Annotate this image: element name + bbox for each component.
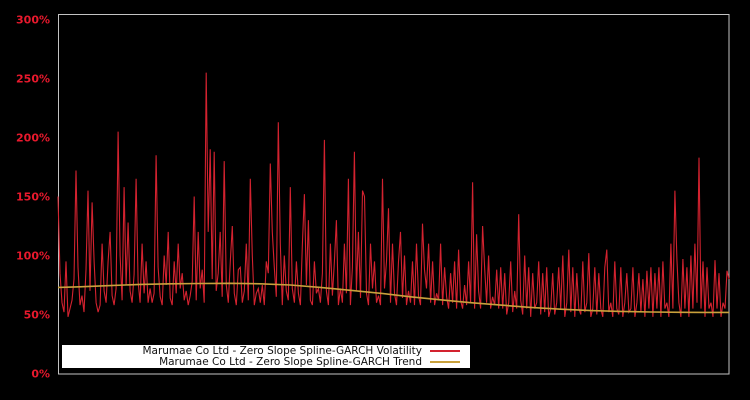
- legend-line-sample-trend: [430, 361, 460, 363]
- y-axis-tick-label: 200%: [16, 131, 50, 144]
- legend: Marumae Co Ltd - Zero Slope Spline-GARCH…: [62, 345, 470, 368]
- y-axis-tick-label: 250%: [16, 72, 50, 85]
- y-axis-tick-label: 100%: [16, 249, 50, 262]
- legend-line-sample-volatility: [430, 350, 460, 352]
- legend-item-trend: Marumae Co Ltd - Zero Slope Spline-GARCH…: [62, 355, 470, 368]
- trend-series-line: [57, 282, 729, 314]
- y-axis-tick-label: 300%: [16, 13, 50, 26]
- volatility-series-line: [57, 72, 730, 318]
- legend-label-trend: Marumae Co Ltd - Zero Slope Spline-GARCH…: [159, 355, 422, 368]
- legend-item-volatility: Marumae Co Ltd - Zero Slope Spline-GARCH…: [62, 344, 470, 357]
- y-axis-tick-label: 150%: [16, 190, 50, 203]
- legend-label-volatility: Marumae Co Ltd - Zero Slope Spline-GARCH…: [142, 344, 422, 357]
- y-axis-tick-label: 0%: [31, 367, 50, 380]
- plot-border: [58, 14, 730, 375]
- y-axis-tick-label: 50%: [23, 308, 50, 321]
